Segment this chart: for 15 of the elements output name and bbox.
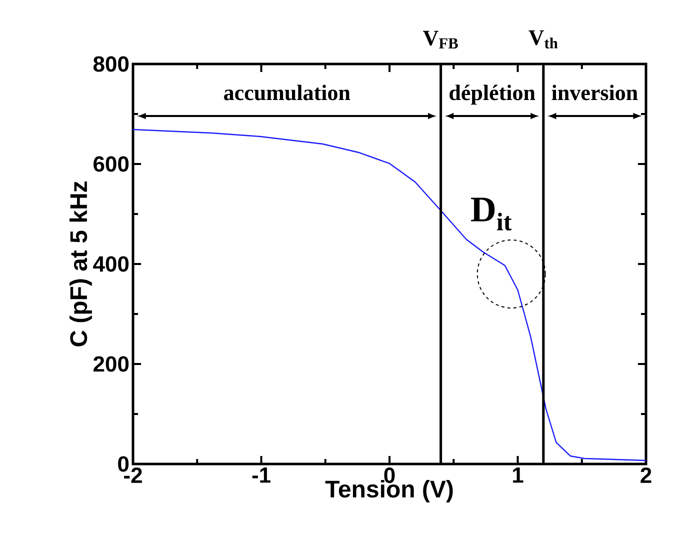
y-tick-label: 600 (94, 156, 129, 172)
x-tick-label: -1 (252, 468, 270, 483)
annotation: D$_{it}$ (471, 198, 512, 230)
line-series (132, 128, 647, 462)
annotation: déplétion (450, 84, 536, 105)
y-tick-label: 400 (93, 256, 129, 272)
y-tick-label: 200 (94, 356, 129, 372)
annotation: inversion (552, 84, 638, 100)
ref-line-label: V$_{th}$ (528, 30, 558, 48)
ref-line-label: V$_{FB}$ (423, 30, 458, 48)
annotation: accumulation (224, 84, 350, 100)
y-tick-label: 800 (93, 56, 129, 72)
x-tick-label: 1 (513, 468, 524, 483)
x-tick-label: 2 (640, 468, 652, 483)
y-axis-title: C (pF) at 5 kHz (70, 182, 92, 346)
